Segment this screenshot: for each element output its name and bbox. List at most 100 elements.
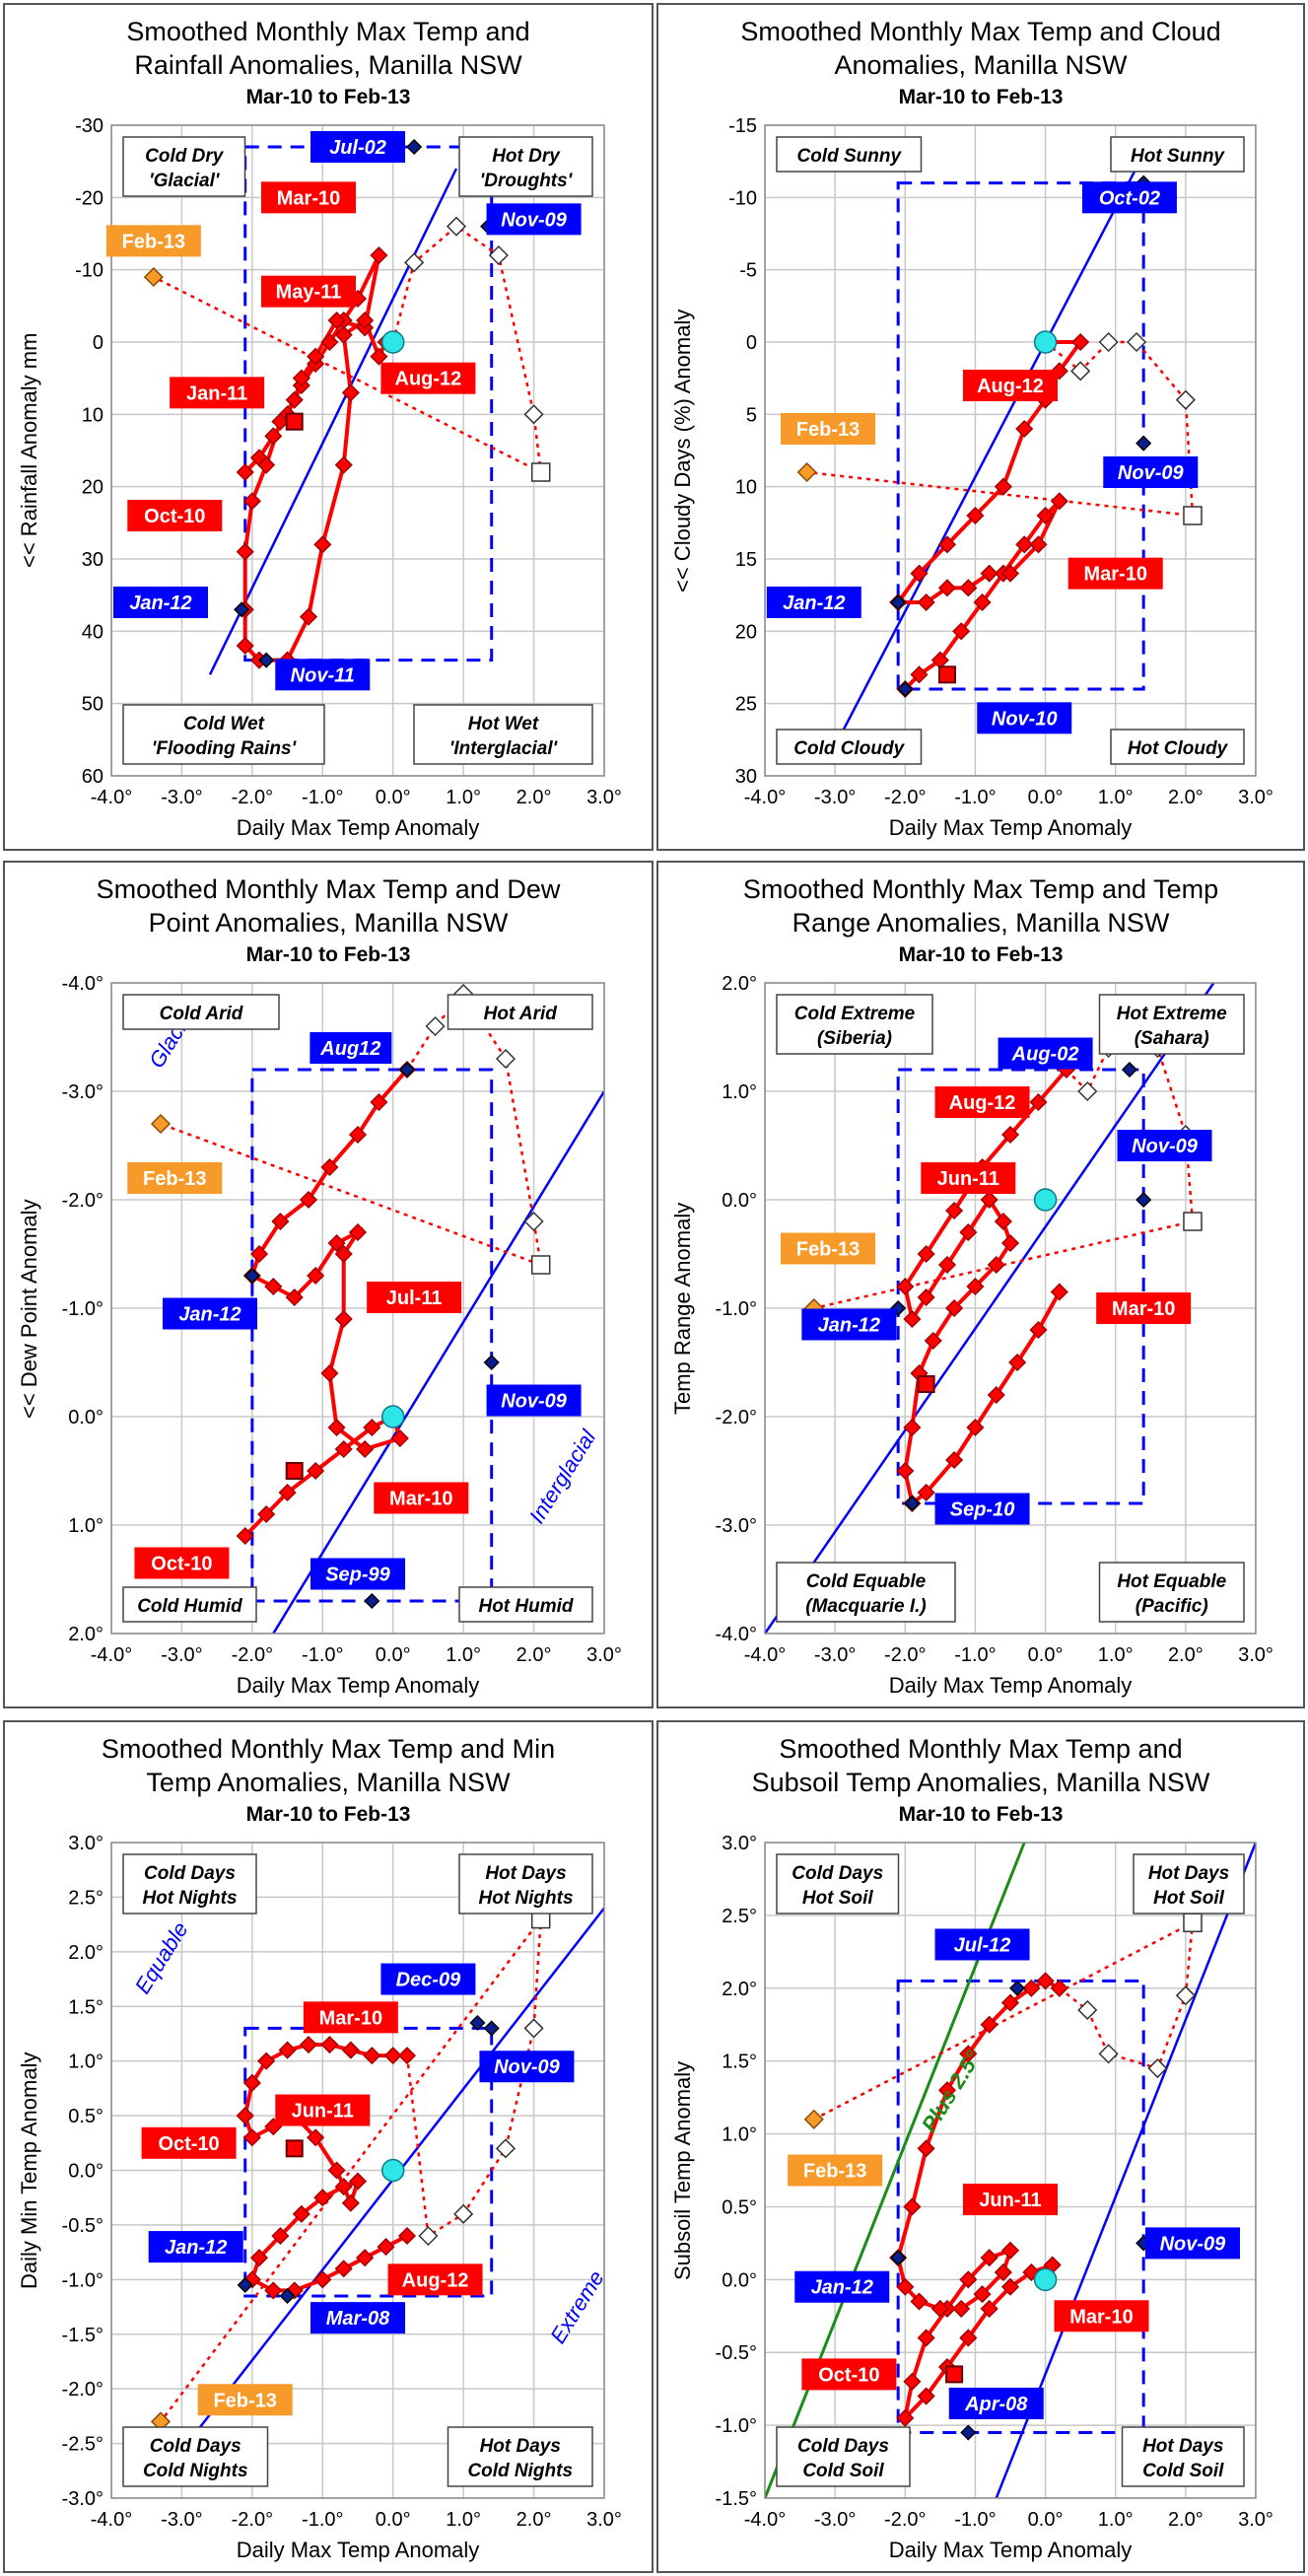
x-tick-label: 3.0° — [586, 787, 622, 808]
corner-text: Cold Days — [150, 2436, 241, 2457]
red-point — [327, 1233, 346, 1253]
label-box — [303, 2001, 398, 2034]
x-tick-label: 0.0° — [1028, 787, 1064, 808]
red-point — [1029, 1320, 1048, 1340]
blue-point — [890, 593, 907, 611]
label-text: Sep-10 — [950, 1499, 1015, 1521]
red-point — [937, 1255, 957, 1275]
origin-point — [1033, 1188, 1058, 1212]
y-tick-label: -20 — [75, 187, 103, 209]
corner-frame — [458, 1853, 593, 1915]
red-point — [1036, 506, 1055, 525]
corner-text: Cold Arid — [160, 1004, 243, 1024]
data-label: Jan-12 — [794, 2270, 890, 2303]
corner-box: Hot Equable (Pacific) — [1098, 1562, 1245, 1623]
corner-frame — [1098, 994, 1245, 1055]
data-label: Aug-12 — [963, 370, 1058, 401]
red-point — [327, 1418, 346, 1437]
corner-box: Hot Arid — [447, 994, 593, 1030]
corner-box: Hot Days Hot Nights — [458, 1853, 593, 1915]
y-tick-label: 30 — [735, 766, 757, 788]
data-label: Jan-11 — [170, 377, 265, 409]
red-point — [313, 2270, 332, 2289]
white-square-point — [1183, 1212, 1203, 1231]
label-text: Feb-13 — [143, 1168, 206, 1190]
y-tick-label: 1.0° — [68, 2052, 103, 2073]
corner-box: Hot Days Cold Soil — [1121, 2426, 1245, 2487]
blue-point — [1136, 435, 1152, 452]
white-point — [523, 2018, 544, 2039]
white-point — [418, 2225, 439, 2247]
data-label: Feb-13 — [788, 2154, 883, 2187]
red-point — [320, 1157, 339, 1177]
corner-frame — [447, 2426, 593, 2487]
red-point — [278, 2041, 297, 2059]
y-tick-label: -4.0° — [62, 973, 103, 995]
label-text: Aug-12 — [977, 376, 1044, 397]
panel-subsoil: Smoothed Monthly Max Temp and Subsoil Tem… — [656, 1720, 1305, 2573]
red-point — [903, 2372, 922, 2391]
red-point — [299, 1190, 318, 1210]
red-point — [896, 2408, 915, 2427]
red-point — [1000, 1993, 1020, 2012]
chart-title: Smoothed Monthly Max Temp and Min Temp An… — [101, 1734, 556, 1797]
y-tick-label: 20 — [82, 477, 103, 499]
data-label: May-11 — [261, 275, 356, 308]
white-point — [523, 1211, 544, 1232]
corner-text: Hot Humid — [478, 1596, 573, 1617]
red-point — [903, 1418, 922, 1437]
red-point — [910, 2292, 929, 2311]
blue-point — [483, 2020, 500, 2037]
data-label: Oct-10 — [801, 2358, 897, 2391]
blue-point — [469, 2014, 486, 2031]
white-square-point — [1183, 506, 1203, 525]
origin-point — [380, 1405, 405, 1428]
label-box — [977, 702, 1072, 734]
red-point — [966, 1418, 985, 1437]
red-point — [370, 347, 388, 366]
red-point — [930, 2299, 949, 2318]
label-box — [380, 1963, 476, 1995]
y-tick-label: 50 — [82, 694, 103, 716]
corner-text: Cold Wet — [183, 714, 265, 734]
chart-subtitle: Mar-10 to Feb-13 — [245, 86, 411, 108]
data-label: Nov-09 — [1117, 1130, 1212, 1161]
corner-text: Hot Sunny — [1131, 146, 1225, 167]
corner-box: Cold Days Hot Soil — [776, 1853, 900, 1915]
label-box — [310, 1558, 405, 1590]
data-label: Mar-10 — [1067, 557, 1163, 590]
red-point — [285, 1288, 304, 1307]
data-label: Mar-08 — [310, 2302, 405, 2334]
red-point — [370, 245, 388, 265]
data-label: Oct-10 — [127, 500, 223, 531]
red-point — [320, 2035, 339, 2054]
y-tick-label: 1.5° — [722, 2052, 757, 2073]
y-tick-label: -1.5° — [62, 2325, 103, 2346]
label-box — [486, 1384, 582, 1417]
chart-svg: -4.0° -3.0° -2.0° -1.0° 0.0° 1.0° 2.0° 3.0° 3.0°… — [716, 1833, 1274, 2531]
label-text: Mar-08 — [326, 2308, 390, 2330]
red-point — [292, 369, 310, 387]
red-square-point — [945, 2365, 964, 2384]
white-square-point — [530, 1255, 551, 1275]
blue-point — [890, 2250, 907, 2266]
data-label: Feb-13 — [127, 1162, 223, 1194]
red-point — [341, 383, 360, 402]
corner-text: Hot Arid — [484, 1004, 558, 1024]
label-box — [781, 1232, 876, 1265]
red-point — [937, 2081, 957, 2100]
red-point — [356, 311, 375, 330]
corner-frame — [122, 2426, 269, 2487]
red-point — [257, 2052, 276, 2070]
x-tick-label: 1.0° — [1098, 2509, 1134, 2531]
blue-point — [234, 601, 250, 618]
data-label: Jul-02 — [310, 131, 405, 163]
y-tick-label: -1.0° — [62, 2269, 103, 2291]
label-box — [998, 1037, 1093, 1070]
label-text: Oct-10 — [818, 2364, 879, 2386]
corner-box: Cold Cloudy — [776, 729, 923, 765]
red-point — [959, 579, 978, 597]
corner-box: Cold Days Cold Nights — [122, 2426, 269, 2487]
data-label: Jun-11 — [963, 2184, 1058, 2216]
label-box — [788, 2154, 883, 2187]
